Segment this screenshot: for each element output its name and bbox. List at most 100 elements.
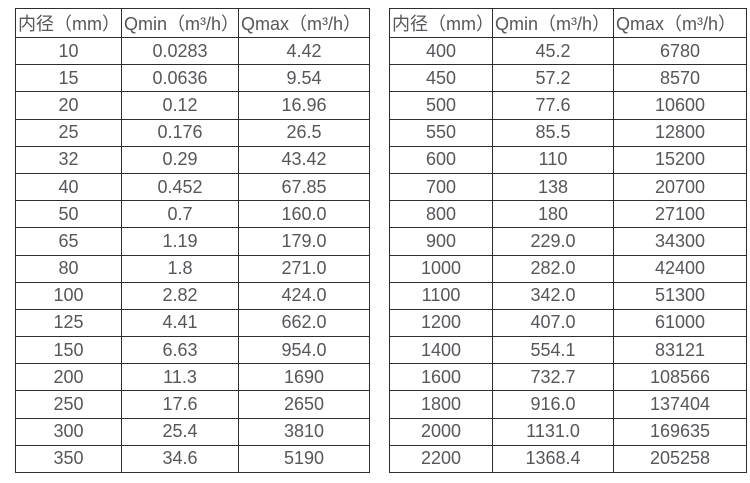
- cell: 45.2: [492, 36, 614, 66]
- cell: 407.0: [492, 308, 614, 338]
- table-row: 150 6.63 954.0: [15, 336, 370, 365]
- header-row: 内径（mm） Qmin（m³/h） Qmax（m³/h）: [389, 8, 747, 38]
- cell: 0.452: [121, 172, 239, 202]
- cell: 1000: [389, 254, 493, 283]
- table-row: 2200 1368.4 205258: [389, 444, 747, 474]
- table-row: 900 229.0 34300: [389, 227, 747, 256]
- cell: 550: [389, 118, 493, 147]
- table-row: 1200 407.0 61000: [389, 308, 747, 338]
- table-row: 20 0.12 16.96: [15, 91, 370, 120]
- cell: 34300: [613, 227, 747, 256]
- table-row: 25 0.176 26.5: [15, 118, 370, 147]
- cell: 662.0: [238, 308, 370, 338]
- table-row: 1800 916.0 137404: [389, 390, 747, 419]
- cell: 0.176: [121, 118, 239, 147]
- cell: 954.0: [238, 336, 370, 365]
- table-row: 80 1.8 271.0: [15, 254, 370, 283]
- table-row: 32 0.29 43.42: [15, 145, 370, 174]
- table-row: 100 2.82 424.0: [15, 281, 370, 310]
- cell: 67.85: [238, 172, 370, 202]
- cell: 2650: [238, 390, 370, 419]
- table-row: 400 45.2 6780: [389, 36, 747, 66]
- cell: 26.5: [238, 118, 370, 147]
- cell: 1.19: [121, 227, 239, 256]
- cell: 150: [15, 336, 122, 365]
- cell: 700: [389, 172, 493, 202]
- cell: 80: [15, 254, 122, 283]
- cell: 27100: [613, 200, 747, 229]
- cell: 125: [15, 308, 122, 338]
- cell: 137404: [613, 390, 747, 419]
- cell: 65: [15, 227, 122, 256]
- cell: 61000: [613, 308, 747, 338]
- column-header: Qmax（m³/h）: [238, 8, 370, 38]
- cell: 15200: [613, 145, 747, 174]
- table-row: 450 57.2 8570: [389, 64, 747, 93]
- cell: 169635: [613, 417, 747, 446]
- cell: 400: [389, 36, 493, 66]
- cell: 916.0: [492, 390, 614, 419]
- cell: 180: [492, 200, 614, 229]
- cell: 179.0: [238, 227, 370, 256]
- cell: 43.42: [238, 145, 370, 174]
- cell: 85.5: [492, 118, 614, 147]
- cell: 450: [389, 64, 493, 93]
- cell: 11.3: [121, 363, 239, 392]
- cell: 6780: [613, 36, 747, 66]
- cell: 51300: [613, 281, 747, 310]
- cell: 110: [492, 145, 614, 174]
- cell: 6.63: [121, 336, 239, 365]
- cell: 1800: [389, 390, 493, 419]
- cell: 271.0: [238, 254, 370, 283]
- column-header: 内径（mm）: [389, 8, 493, 38]
- cell: 800: [389, 200, 493, 229]
- cell: 5190: [238, 444, 370, 474]
- table-row: 550 85.5 12800: [389, 118, 747, 147]
- cell: 0.0636: [121, 64, 239, 93]
- cell: 100: [15, 281, 122, 310]
- flow-rate-table-small-diameters: 内径（mm） Qmin（m³/h） Qmax（m³/h） 10 0.0283 4.42 15…: [15, 8, 370, 474]
- cell: 160.0: [238, 200, 370, 229]
- cell: 25: [15, 118, 122, 147]
- cell: 77.6: [492, 91, 614, 120]
- table-row: 1600 732.7 108566: [389, 363, 747, 392]
- cell: 17.6: [121, 390, 239, 419]
- cell: 34.6: [121, 444, 239, 474]
- cell: 16.96: [238, 91, 370, 120]
- cell: 342.0: [492, 281, 614, 310]
- cell: 0.29: [121, 145, 239, 174]
- table-row: 40 0.452 67.85: [15, 172, 370, 202]
- table-row: 50 0.7 160.0: [15, 200, 370, 229]
- table-row: 350 34.6 5190: [15, 444, 370, 474]
- cell: 732.7: [492, 363, 614, 392]
- cell: 50: [15, 200, 122, 229]
- cell: 1400: [389, 336, 493, 365]
- cell: 12800: [613, 118, 747, 147]
- cell: 1368.4: [492, 444, 614, 474]
- cell: 300: [15, 417, 122, 446]
- cell: 2200: [389, 444, 493, 474]
- cell: 282.0: [492, 254, 614, 283]
- table-row: 300 25.4 3810: [15, 417, 370, 446]
- column-header: 内径（mm）: [15, 8, 122, 38]
- table-row: 600 110 15200: [389, 145, 747, 174]
- cell: 1.8: [121, 254, 239, 283]
- cell: 57.2: [492, 64, 614, 93]
- cell: 205258: [613, 444, 747, 474]
- table-row: 250 17.6 2650: [15, 390, 370, 419]
- table-row: 10 0.0283 4.42: [15, 36, 370, 66]
- header-row: 内径（mm） Qmin（m³/h） Qmax（m³/h）: [15, 8, 370, 38]
- cell: 25.4: [121, 417, 239, 446]
- column-header: Qmax（m³/h）: [613, 8, 747, 38]
- cell: 8570: [613, 64, 747, 93]
- table-row: 15 0.0636 9.54: [15, 64, 370, 93]
- cell: 3810: [238, 417, 370, 446]
- table-row: 1400 554.1 83121: [389, 336, 747, 365]
- cell: 2.82: [121, 281, 239, 310]
- cell: 15: [15, 64, 122, 93]
- table-row: 1100 342.0 51300: [389, 281, 747, 310]
- cell: 250: [15, 390, 122, 419]
- cell: 0.0283: [121, 36, 239, 66]
- cell: 200: [15, 363, 122, 392]
- flow-rate-table-large-diameters: 内径（mm） Qmin（m³/h） Qmax（m³/h） 400 45.2 6780 450…: [389, 8, 747, 474]
